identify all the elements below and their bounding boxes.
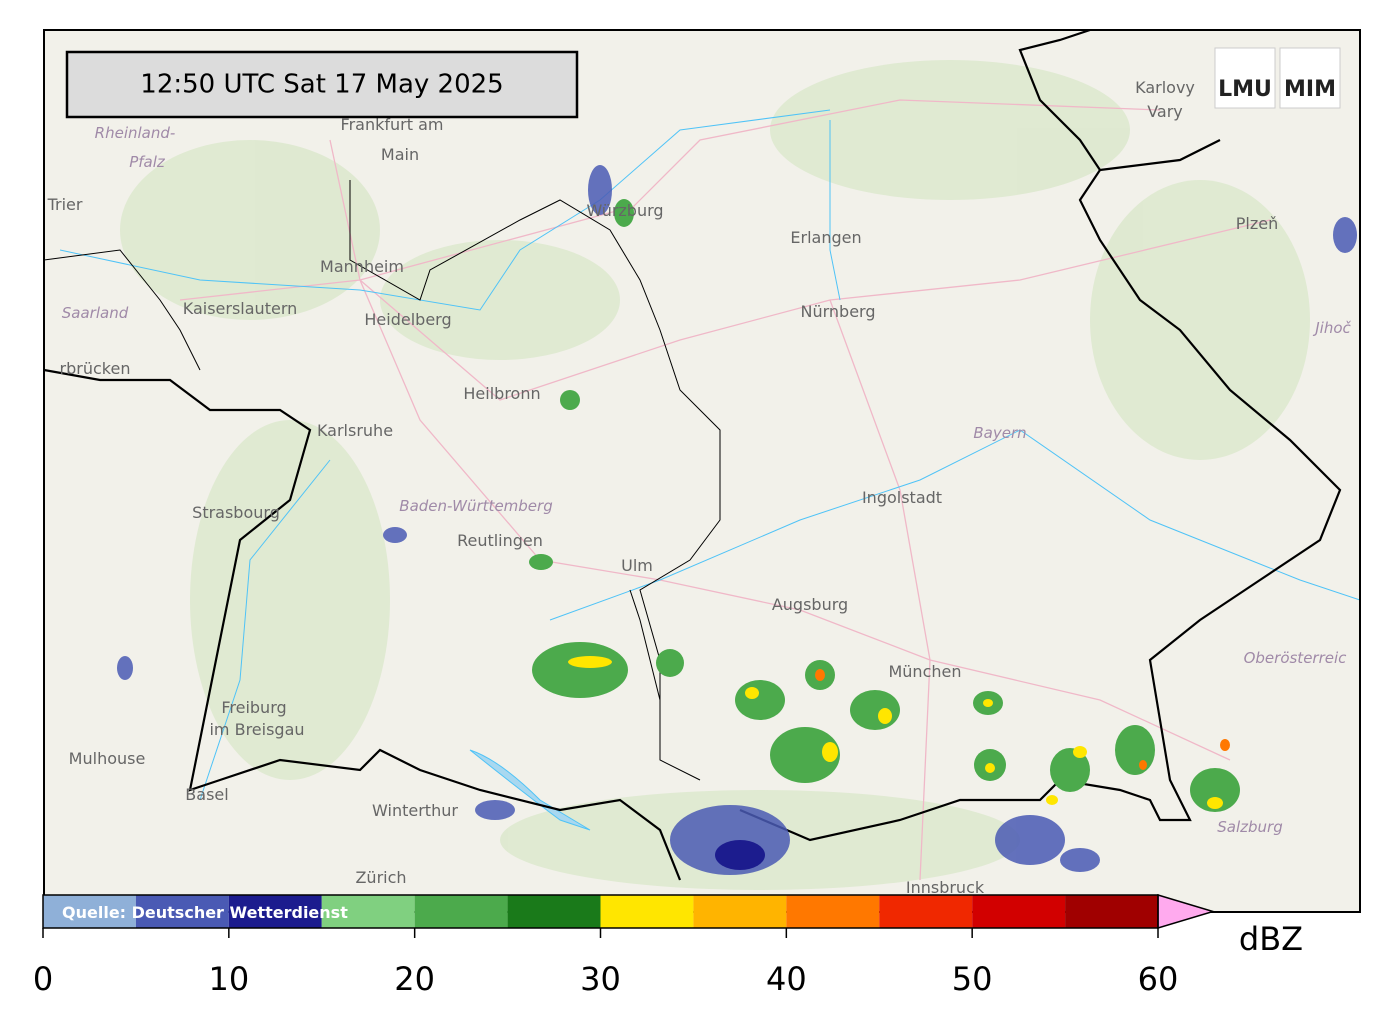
tick-label: 0: [33, 960, 53, 998]
place-label: Würzburg: [586, 201, 663, 220]
place-label: Heilbronn: [463, 384, 540, 403]
place-label: Bayern: [973, 424, 1026, 442]
place-labels: Frankfurt am Main Rheinland- Pfalz Trier Mann…: [47, 78, 1352, 897]
place-label: Reutlingen: [457, 531, 543, 550]
place-label: Kaiserslautern: [183, 299, 298, 318]
national-borders: [44, 30, 1342, 881]
colorbar-segment: [135, 895, 229, 928]
radar-echoes: [117, 165, 1357, 875]
place-label: Zürich: [355, 868, 406, 887]
colorbar-segment: [43, 895, 136, 928]
place-label: rbrücken: [60, 359, 131, 378]
place-label: Main: [381, 145, 419, 164]
tick-label: 60: [1138, 960, 1179, 998]
place-label: Frankfurt am: [341, 115, 444, 134]
place-label: Basel: [185, 785, 228, 804]
map-area: Frankfurt am Main Rheinland- Pfalz Trier Mann…: [44, 30, 1360, 912]
colorbar-source: Quelle: Deutscher Wetterdienst: [62, 903, 348, 922]
admin-borders: [44, 180, 721, 781]
place-label: Karlsruhe: [317, 421, 393, 440]
colorbar-segment: [693, 895, 787, 928]
place-label: Ulm: [621, 556, 653, 575]
tick-label: 40: [766, 960, 807, 998]
colorbar: Quelle: Deutscher Wetterdienst 0 10 20 30 40 5…: [33, 893, 1303, 998]
place-label: Heidelberg: [364, 310, 451, 329]
place-label: Jihoč: [1312, 319, 1351, 337]
place-label: im Breisgau: [209, 720, 304, 739]
place-label: Pfalz: [129, 153, 166, 171]
tick-label: 20: [394, 960, 435, 998]
place-label: München: [888, 662, 961, 681]
place-label: Baden-Württemberg: [399, 497, 552, 515]
place-label: Plzeň: [1236, 214, 1278, 233]
place-label: Trier: [47, 195, 83, 214]
logo-box: [1279, 47, 1341, 109]
place-label: Saarland: [62, 304, 129, 322]
place-label: Ingolstadt: [862, 488, 942, 507]
place-label: Mannheim: [320, 257, 404, 276]
place-label: Nürnberg: [801, 302, 876, 321]
place-label: Augsburg: [772, 595, 848, 614]
place-label: Salzburg: [1217, 818, 1282, 836]
place-label: Winterthur: [372, 801, 458, 820]
place-label: Rheinland-: [95, 124, 176, 142]
colorbar-segment: [228, 895, 322, 928]
tick-label: 30: [580, 960, 621, 998]
timestamp: 12:50 UTC Sat 17 May 2025: [140, 70, 503, 100]
tick-label: 10: [208, 960, 249, 998]
colorbar-segment: [507, 895, 601, 928]
colorbar-segment: [600, 895, 694, 928]
place-label: Freiburg: [221, 698, 286, 717]
logo-box: [1214, 47, 1276, 109]
colorbar-segment: [1065, 895, 1158, 928]
logo: MIM: [1284, 77, 1336, 102]
place-label: Karlovy: [1135, 78, 1195, 97]
colorbar-segment: [879, 895, 973, 928]
place-label: Mulhouse: [69, 749, 146, 768]
place-label: Innsbruck: [906, 878, 985, 897]
colorbar-segment: [972, 895, 1066, 928]
colorbar-unit: dBZ: [1239, 920, 1303, 958]
colorbar-segment: [786, 895, 880, 928]
lake: [469, 749, 591, 831]
logo: LMU: [1218, 77, 1272, 102]
place-label: Oberösterreic: [1244, 649, 1348, 667]
place-label: Vary: [1147, 102, 1183, 121]
timestamp-box: [65, 50, 579, 119]
tick-label: 50: [952, 960, 993, 998]
colorbar-segment: [414, 895, 508, 928]
colorbar-segment: [321, 895, 415, 928]
place-label: Strasbourg: [192, 503, 280, 522]
place-label: Erlangen: [790, 228, 861, 247]
